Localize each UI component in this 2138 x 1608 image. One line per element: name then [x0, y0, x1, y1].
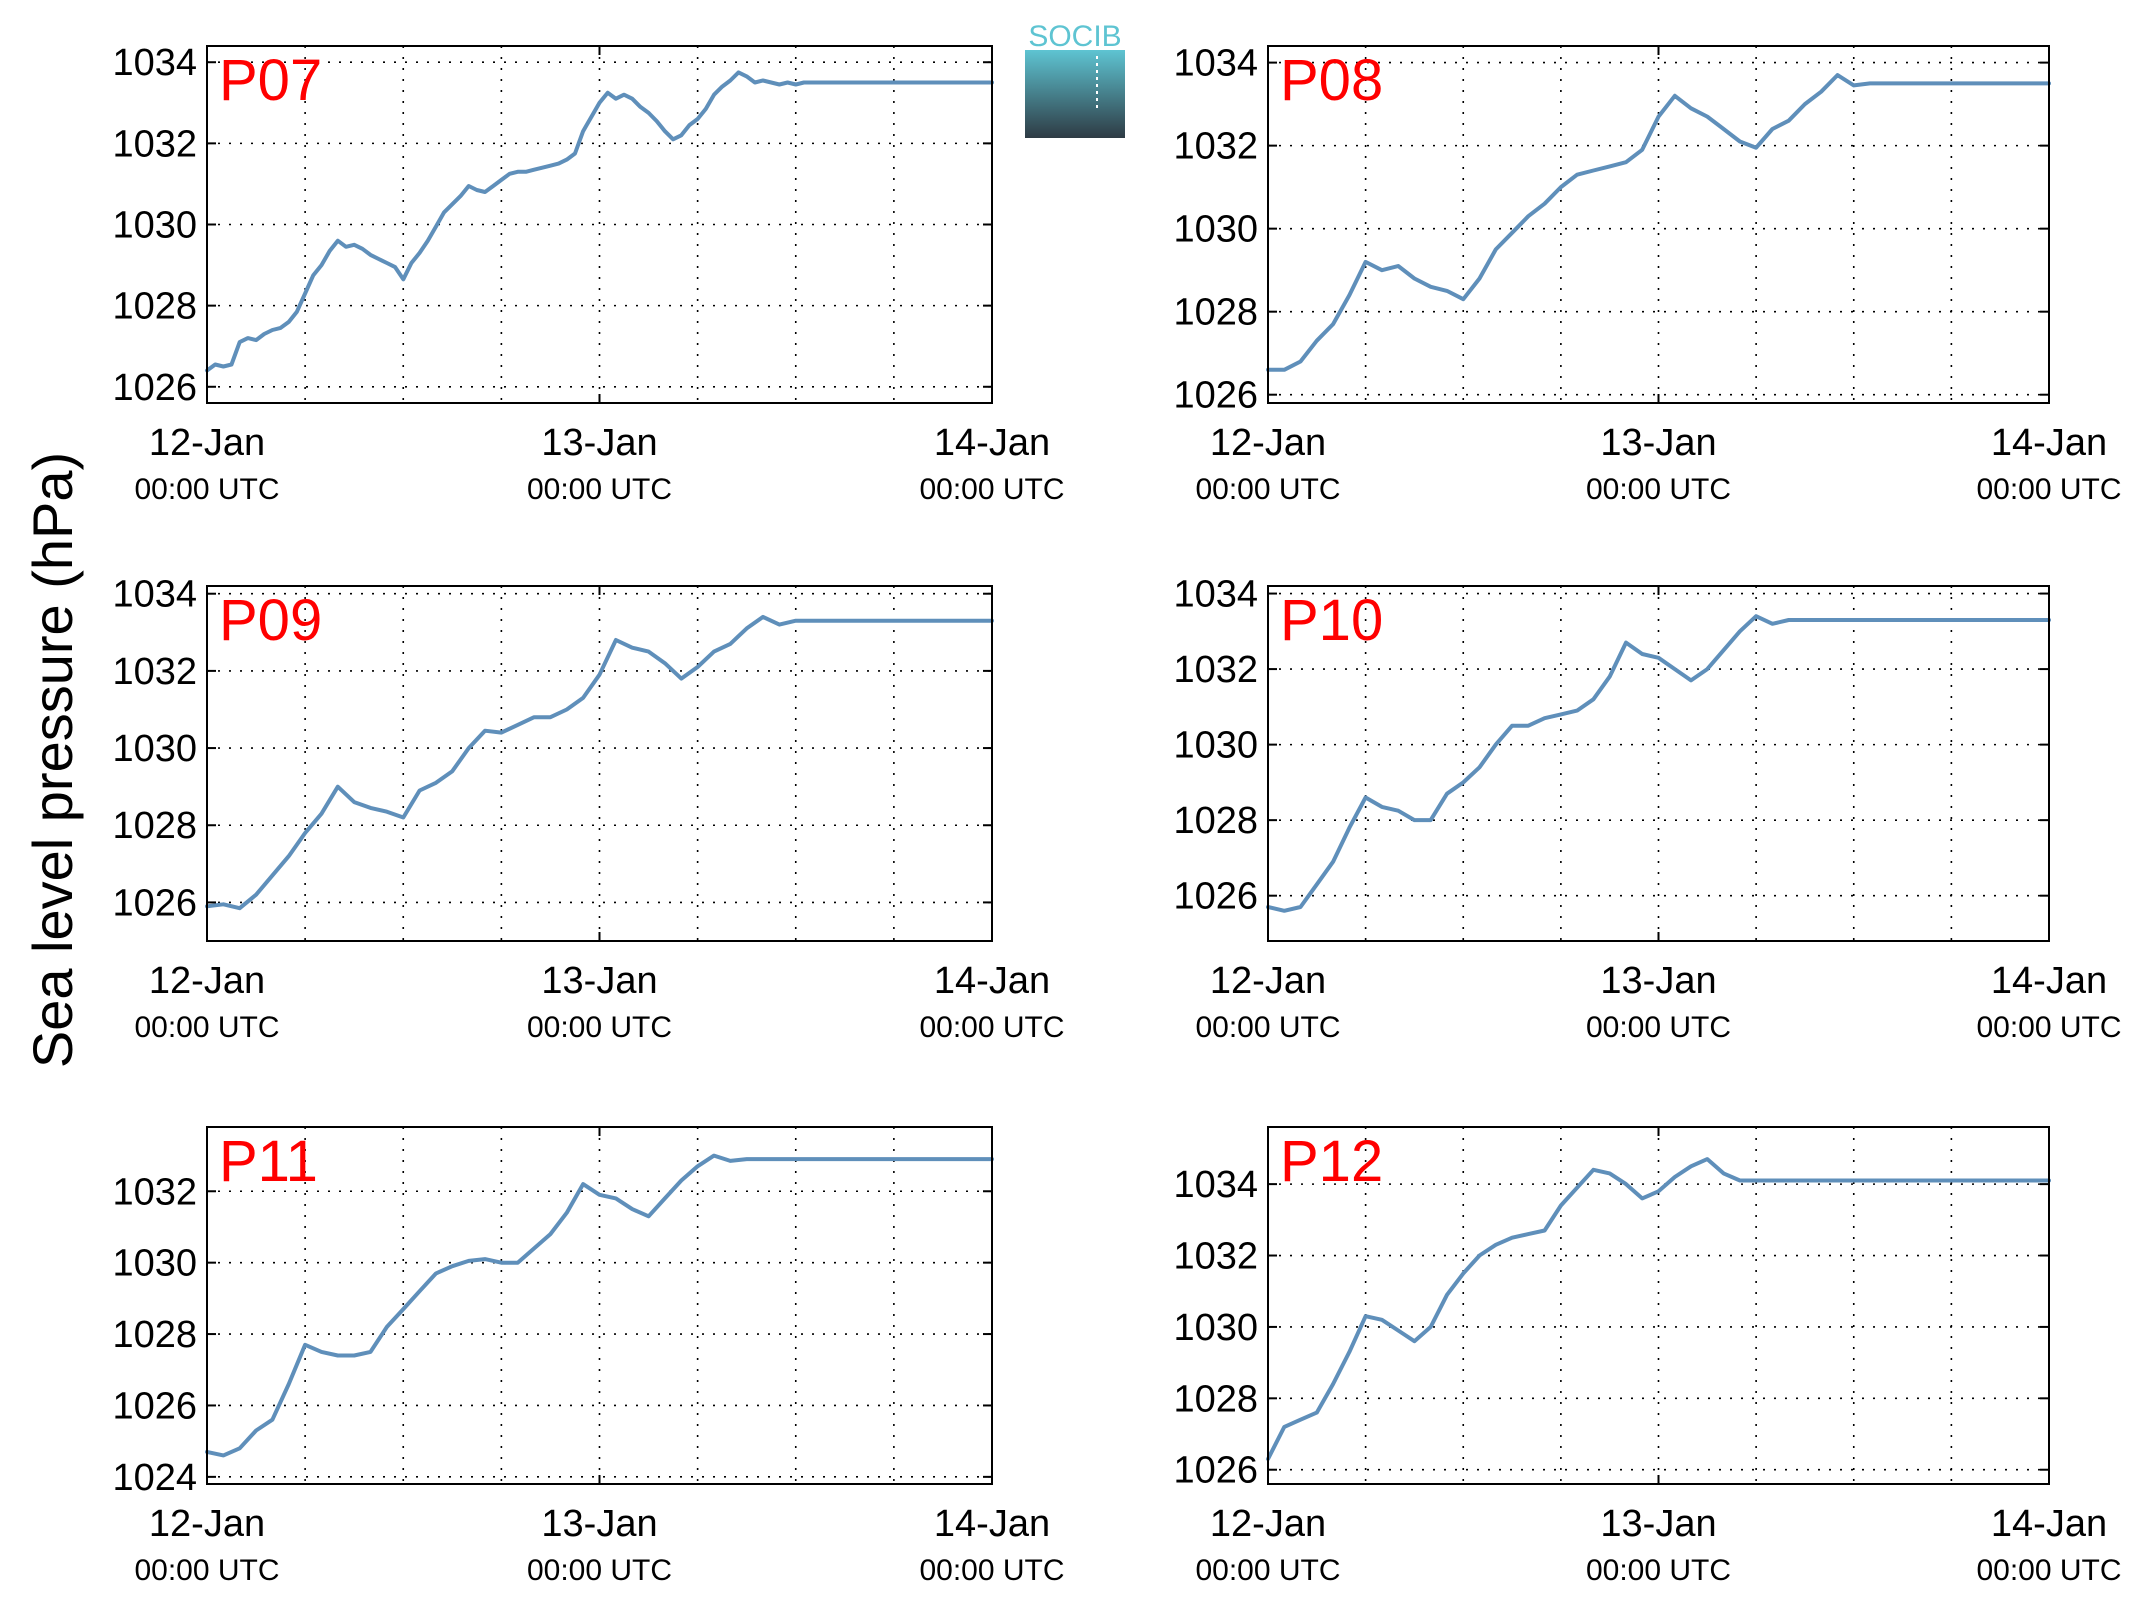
y-tick-label: 1026 — [112, 882, 197, 924]
x-tick-label-date: 12-Jan — [1210, 960, 1326, 1002]
panel-p10: 1026 1028 1030 1032 1034 12-Jan 00:00 UTC 13-Ja… — [1173, 574, 2121, 1044]
panel-label-p09: P09 — [219, 588, 322, 653]
x-tick-label-time: 00:00 UTC — [134, 1011, 279, 1044]
x-tick-label-time: 00:00 UTC — [1586, 473, 1731, 506]
y-tick-label: 1026 — [112, 367, 197, 409]
x-tick-label-time: 00:00 UTC — [1976, 1011, 2121, 1044]
x-tick-label-date: 14-Jan — [1991, 1503, 2107, 1545]
x-tick-label-date: 14-Jan — [934, 960, 1050, 1002]
y-tick-label: 1032 — [112, 651, 197, 693]
y-tick-label: 1034 — [112, 574, 197, 616]
x-tick-label-time: 00:00 UTC — [919, 1011, 1064, 1044]
x-tick-label-time: 00:00 UTC — [1195, 473, 1340, 506]
y-tick-label: 1030 — [112, 728, 197, 770]
y-tick-label: 1032 — [1173, 1236, 1258, 1278]
series-line-p10 — [1266, 614, 2051, 913]
x-tick-label-date: 12-Jan — [1210, 1503, 1326, 1545]
y-tick-label: 1032 — [1173, 649, 1258, 691]
x-tick-label-time: 00:00 UTC — [1976, 1554, 2121, 1587]
y-tick-label: 1026 — [1173, 876, 1258, 918]
x-tick-label-time: 00:00 UTC — [1586, 1011, 1731, 1044]
x-tick-label-time: 00:00 UTC — [527, 1011, 672, 1044]
y-tick-label: 1030 — [112, 1243, 197, 1285]
x-tick-label-time: 00:00 UTC — [134, 473, 279, 506]
series-line-p07 — [205, 70, 994, 373]
y-tick-label: 1024 — [112, 1457, 197, 1499]
y-tick-label: 1030 — [1173, 209, 1258, 251]
x-tick-label-date: 13-Jan — [541, 1503, 657, 1545]
series-line-p09 — [205, 614, 994, 911]
y-tick-label: 1028 — [1173, 800, 1258, 842]
y-tick-label: 1032 — [112, 1171, 197, 1213]
panel-label-p07: P07 — [219, 48, 322, 113]
x-tick-label-date: 13-Jan — [1600, 960, 1716, 1002]
y-tick-label: 1032 — [1173, 126, 1258, 168]
y-tick-label: 1026 — [112, 1385, 197, 1427]
x-tick-label-date: 12-Jan — [149, 1503, 265, 1545]
panel-label-p12: P12 — [1280, 1129, 1383, 1194]
panel-label-p08: P08 — [1280, 48, 1383, 113]
y-tick-label: 1028 — [112, 1314, 197, 1356]
series-line-p12 — [1266, 1157, 2051, 1461]
socib-logo: SOCIB — [1025, 20, 1125, 138]
x-tick-label-date: 14-Jan — [1991, 960, 2107, 1002]
x-tick-label-date: 14-Jan — [934, 422, 1050, 464]
x-tick-label-time: 00:00 UTC — [1586, 1554, 1731, 1587]
socib-logo-block — [1025, 50, 1125, 138]
x-tick-label-date: 12-Jan — [149, 422, 265, 464]
y-axis-label: Sea level pressure (hPa) — [21, 452, 84, 1068]
y-tick-label: 1034 — [1173, 1164, 1258, 1206]
panel-label-p10: P10 — [1280, 588, 1383, 653]
panel-label-p11: P11 — [219, 1129, 318, 1194]
x-tick-label-date: 14-Jan — [934, 1503, 1050, 1545]
x-tick-label-time: 00:00 UTC — [919, 1554, 1064, 1587]
panels: 1026 1028 1030 1032 1034 12-Jan 00:00 UTC 13-Ja… — [112, 42, 2121, 1587]
x-tick-label-date: 14-Jan — [1991, 422, 2107, 464]
x-tick-label-time: 00:00 UTC — [1976, 473, 2121, 506]
x-tick-label-date: 13-Jan — [1600, 1503, 1716, 1545]
y-tick-label: 1026 — [1173, 1450, 1258, 1492]
panel-p09: 1026 1028 1030 1032 1034 12-Jan 00:00 UTC 13-Ja… — [112, 574, 1064, 1044]
x-tick-label-time: 00:00 UTC — [527, 473, 672, 506]
x-tick-label-time: 00:00 UTC — [527, 1554, 672, 1587]
socib-logo-text: SOCIB — [1028, 20, 1121, 53]
x-tick-label-date: 13-Jan — [541, 960, 657, 1002]
y-tick-label: 1028 — [112, 805, 197, 847]
y-tick-label: 1028 — [112, 286, 197, 328]
series-line-p11 — [205, 1153, 994, 1458]
series-line-p08 — [1266, 73, 2051, 372]
panel-p07: 1026 1028 1030 1032 1034 12-Jan 00:00 UTC 13-Ja… — [112, 42, 1064, 506]
panel-p12: 1026 1028 1030 1032 1034 12-Jan 00:00 UTC 13-Ja… — [1173, 1126, 2122, 1587]
y-tick-label: 1028 — [1173, 1378, 1258, 1420]
y-tick-label: 1030 — [1173, 1307, 1258, 1349]
y-tick-label: 1032 — [112, 123, 197, 165]
x-tick-label-date: 13-Jan — [541, 422, 657, 464]
y-tick-label: 1034 — [1173, 574, 1258, 616]
y-tick-label: 1030 — [1173, 725, 1258, 767]
x-tick-label-time: 00:00 UTC — [134, 1554, 279, 1587]
x-tick-label-date: 12-Jan — [1210, 422, 1326, 464]
x-tick-label-time: 00:00 UTC — [1195, 1011, 1340, 1044]
panel-p11: 1024 1026 1028 1030 1032 12-Jan 00:00 UTC 13-Ja… — [112, 1126, 1065, 1587]
y-tick-label: 1034 — [1173, 43, 1258, 85]
x-tick-label-time: 00:00 UTC — [1195, 1554, 1340, 1587]
x-tick-label-date: 12-Jan — [149, 960, 265, 1002]
y-tick-label: 1026 — [1173, 375, 1258, 417]
x-tick-label-date: 13-Jan — [1600, 422, 1716, 464]
y-tick-label: 1030 — [112, 205, 197, 247]
y-tick-label: 1028 — [1173, 292, 1258, 334]
x-tick-label-time: 00:00 UTC — [919, 473, 1064, 506]
y-tick-label: 1034 — [112, 42, 197, 84]
panel-p08: 1026 1028 1030 1032 1034 12-Jan 00:00 UTC 13-Ja… — [1173, 43, 2121, 506]
